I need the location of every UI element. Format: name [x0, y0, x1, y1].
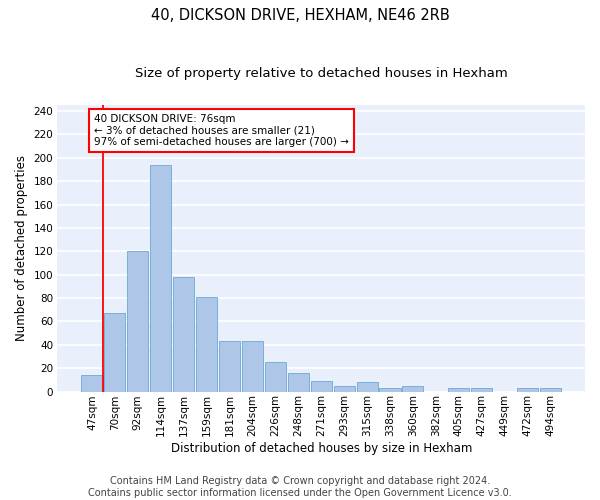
Bar — [334, 386, 355, 392]
Bar — [403, 386, 424, 392]
Bar — [265, 362, 286, 392]
Bar — [356, 382, 377, 392]
Bar — [173, 277, 194, 392]
Bar — [471, 388, 492, 392]
X-axis label: Distribution of detached houses by size in Hexham: Distribution of detached houses by size … — [170, 442, 472, 455]
Bar — [219, 342, 240, 392]
Text: Contains HM Land Registry data © Crown copyright and database right 2024.
Contai: Contains HM Land Registry data © Crown c… — [88, 476, 512, 498]
Bar — [150, 165, 172, 392]
Bar — [540, 388, 561, 392]
Bar — [196, 297, 217, 392]
Bar — [379, 388, 401, 392]
Bar — [82, 375, 103, 392]
Y-axis label: Number of detached properties: Number of detached properties — [15, 156, 28, 342]
Bar — [517, 388, 538, 392]
Title: Size of property relative to detached houses in Hexham: Size of property relative to detached ho… — [135, 68, 508, 80]
Text: 40 DICKSON DRIVE: 76sqm
← 3% of detached houses are smaller (21)
97% of semi-det: 40 DICKSON DRIVE: 76sqm ← 3% of detached… — [94, 114, 349, 147]
Bar — [288, 373, 309, 392]
Text: 40, DICKSON DRIVE, HEXHAM, NE46 2RB: 40, DICKSON DRIVE, HEXHAM, NE46 2RB — [151, 8, 449, 22]
Bar — [242, 342, 263, 392]
Bar — [104, 314, 125, 392]
Bar — [311, 381, 332, 392]
Bar — [448, 388, 469, 392]
Bar — [127, 252, 148, 392]
